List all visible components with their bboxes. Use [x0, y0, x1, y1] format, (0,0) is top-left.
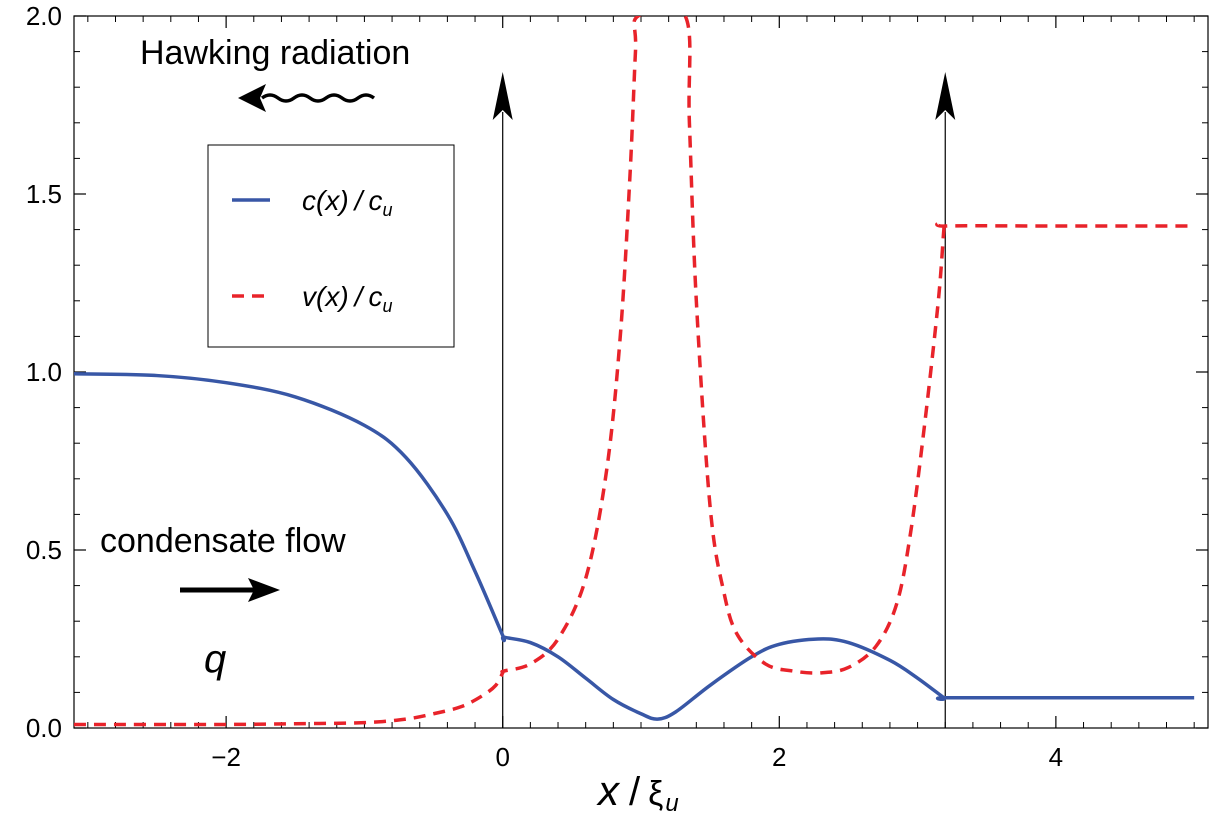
- condensate-arrow-icon: [180, 578, 280, 602]
- y-tick-label: 2.0: [26, 1, 62, 31]
- y-tick-label: 0.5: [26, 535, 62, 565]
- legend-label-v: v(x) / cu: [302, 281, 392, 316]
- y-tick-label: 1.0: [26, 357, 62, 387]
- series-line-v: [74, 16, 1195, 727]
- data-series: [74, 16, 1195, 727]
- legend: c(x) / cu v(x) / cu: [207, 144, 455, 348]
- q-label: q: [204, 637, 226, 681]
- x-tick-label: 2: [772, 742, 786, 772]
- hawking-wavy-arrow-icon: [238, 84, 376, 112]
- axis-tick-labels: −2 0 2 4 0.0 0.5 1.0 1.5 2.0: [26, 1, 1063, 772]
- x-axis-label: x / ξu: [596, 767, 679, 815]
- x-tick-label: 4: [1049, 742, 1063, 772]
- vertical-arrow-head: [492, 72, 513, 120]
- hawking-radiation-label: Hawking radiation: [140, 34, 410, 72]
- axis-ticks: [74, 15, 1208, 729]
- condensate-flow-label: condensate flow: [100, 522, 346, 560]
- legend-label-c: c(x) / cu: [302, 185, 392, 220]
- x-tick-label: −2: [211, 742, 241, 772]
- x-tick-label: 0: [495, 742, 509, 772]
- series-line-c: [74, 372, 1195, 721]
- y-tick-label: 0.0: [26, 713, 62, 743]
- vertical-arrow-head: [935, 72, 956, 120]
- plot-frame: [73, 15, 1209, 729]
- y-tick-label: 1.5: [26, 179, 62, 209]
- legend-box: [207, 144, 455, 348]
- vertical-arrows: [492, 72, 956, 728]
